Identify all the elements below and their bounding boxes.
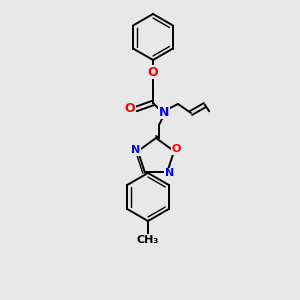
Text: O: O — [125, 103, 135, 116]
Text: N: N — [131, 145, 141, 155]
Text: O: O — [171, 144, 181, 154]
Text: N: N — [164, 168, 174, 178]
Text: CH₃: CH₃ — [137, 235, 159, 245]
Text: N: N — [159, 106, 169, 118]
Text: O: O — [148, 65, 158, 79]
